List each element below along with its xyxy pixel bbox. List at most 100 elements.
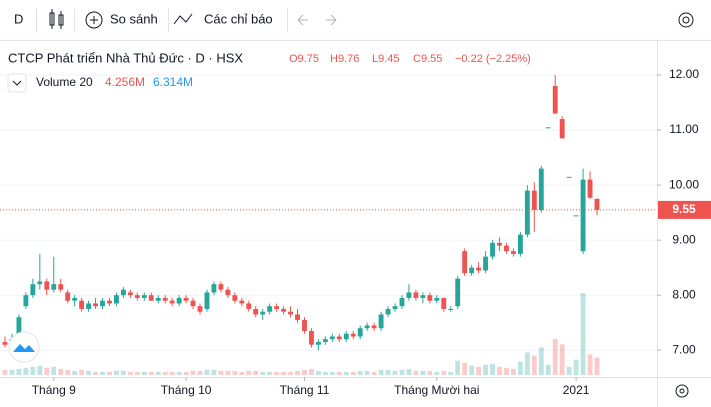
volume-bar — [274, 371, 280, 375]
candle-body — [134, 295, 140, 298]
chevron — [12, 80, 22, 86]
volume-bar — [469, 365, 475, 375]
volume-legend-name: Volume 20 — [36, 75, 93, 89]
x-tick-label: 2021 — [563, 383, 590, 397]
volume-bar — [134, 371, 140, 375]
candle-body — [232, 295, 238, 301]
volume-bar — [302, 369, 307, 375]
candle-body — [197, 306, 203, 312]
volume-bar — [37, 365, 43, 375]
volume-bar — [455, 360, 461, 375]
candle-body — [357, 328, 363, 337]
candle-body — [120, 289, 126, 296]
candle-body — [23, 295, 29, 307]
volume-bar — [176, 371, 182, 375]
redo-button[interactable] — [326, 14, 337, 26]
candle-body — [79, 300, 85, 309]
volume-bar — [517, 361, 523, 375]
open-value: O9.75 — [289, 53, 319, 65]
candle-body — [462, 251, 468, 274]
volume-bar — [44, 367, 50, 375]
candle-body — [476, 267, 482, 271]
volume-bar — [420, 370, 426, 375]
volume-bar — [295, 370, 300, 375]
volume-bar — [127, 371, 133, 375]
candle-body — [524, 190, 530, 235]
compare-icon[interactable] — [85, 11, 103, 29]
volume-bar — [288, 371, 293, 375]
volume-bar — [399, 369, 405, 375]
candle-body — [490, 242, 495, 257]
volume-bar — [343, 371, 349, 375]
candle-body — [315, 341, 321, 345]
candle-body — [288, 311, 293, 315]
candle-body — [127, 292, 133, 296]
candle-body — [594, 198, 600, 210]
volume-bar — [107, 371, 112, 375]
undo-button[interactable] — [297, 14, 308, 26]
volume-bar — [510, 368, 516, 375]
indicators-button[interactable]: Các chỉ báo — [204, 11, 273, 26]
candle-body — [58, 284, 64, 290]
collapse-button[interactable] — [7, 73, 27, 93]
volume-bar — [93, 371, 98, 375]
indicators-icon[interactable] — [173, 13, 193, 25]
volume-bar — [190, 370, 196, 375]
volume-bar — [336, 371, 342, 375]
y-tick-label: 8.00 — [672, 287, 696, 301]
candle-body — [86, 303, 92, 309]
candle-body — [587, 179, 593, 198]
y-tick-label: 12.00 — [669, 67, 699, 81]
candle-body — [573, 215, 579, 217]
volume-bar — [350, 371, 356, 375]
volume-bar — [587, 354, 593, 375]
volume-bar — [246, 370, 252, 375]
candle-body — [427, 295, 433, 301]
volume-bar — [86, 370, 92, 375]
volume-bar — [267, 371, 273, 375]
volume-bar — [204, 369, 210, 375]
volume-bar — [2, 369, 8, 375]
change-value: −0.22 (−2.25%) — [455, 53, 531, 65]
candle-body — [30, 284, 36, 296]
candle-body — [260, 311, 266, 315]
candle-body — [385, 308, 391, 315]
volume-bar — [504, 367, 509, 375]
settings-button[interactable] — [678, 12, 694, 28]
candle-body — [434, 297, 440, 301]
volume-bar — [524, 352, 530, 375]
volume-bar — [9, 369, 15, 375]
candle-body — [162, 297, 168, 301]
volume-bar — [538, 347, 544, 375]
volume-bar — [392, 370, 398, 375]
candle-body — [406, 292, 412, 298]
last-price-box — [658, 200, 711, 219]
candle-body — [441, 297, 447, 309]
volume-bar — [531, 355, 537, 375]
compare-button[interactable]: So sánh — [110, 11, 158, 26]
volume-bar — [462, 362, 468, 375]
volume-bar — [552, 339, 558, 375]
candle-body — [113, 295, 119, 304]
x-tick-label: Tháng 11 — [280, 383, 330, 397]
candle-body — [497, 242, 502, 246]
y-tick-label: 9.00 — [672, 232, 696, 246]
time-axis-settings[interactable] — [675, 384, 689, 398]
y-tick-label: 10.00 — [669, 177, 699, 191]
volume-bar — [385, 369, 391, 375]
candle-body — [517, 234, 523, 254]
volume-bar — [329, 371, 335, 375]
interval-button[interactable]: D — [14, 11, 23, 26]
volume-bar — [72, 370, 78, 375]
volume-legend-average: 6.314M — [153, 75, 193, 89]
volume-bar — [545, 364, 551, 375]
candle-body — [239, 300, 245, 304]
candle-body — [204, 292, 210, 309]
logo[interactable] — [8, 331, 40, 363]
candle-body — [336, 336, 342, 340]
chart-type-button[interactable] — [49, 9, 64, 29]
volume-bar — [253, 370, 259, 375]
volume-bar — [490, 363, 495, 375]
